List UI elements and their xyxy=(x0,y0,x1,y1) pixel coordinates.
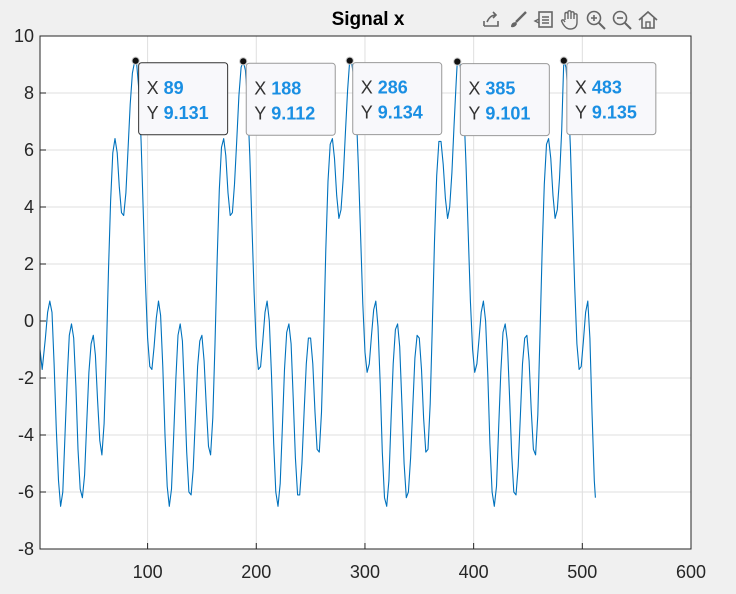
datatip-box[interactable] xyxy=(138,62,229,136)
y-tick-label: -4 xyxy=(18,425,34,445)
datatip-box[interactable] xyxy=(459,63,550,137)
datatip-x-row: X 89 xyxy=(147,78,184,98)
datatip-marker[interactable] xyxy=(131,56,140,65)
datatip-y-row: Y 9.134 xyxy=(361,103,423,123)
datatip-y-row: Y 9.112 xyxy=(254,103,315,123)
axes-toolbar xyxy=(480,7,660,33)
datatip-x-row: X 286 xyxy=(361,78,408,98)
y-tick-label: -6 xyxy=(18,482,34,502)
y-tick-label: 6 xyxy=(24,140,34,160)
datatip-x-value: 286 xyxy=(378,78,408,98)
datatip-y-value: 9.112 xyxy=(271,103,315,123)
datatip-x-row: X 188 xyxy=(254,78,301,98)
x-tick-label: 400 xyxy=(459,562,489,582)
tick-layer: 100 200 300 400 500 600 -8 -6 -4 -2 0 2 4 6 8 10 xyxy=(14,26,706,582)
datatip[interactable]: X 89Y 9.131 xyxy=(131,56,229,136)
datatip-x-label: X xyxy=(254,78,266,98)
datatip-box[interactable] xyxy=(352,62,443,136)
brush-icon[interactable] xyxy=(506,8,530,32)
datatip-x-label: X xyxy=(147,78,159,98)
datatip-x-value: 188 xyxy=(271,78,301,98)
y-tick-label: 2 xyxy=(24,254,34,274)
x-tick-label: 500 xyxy=(567,562,597,582)
datatip-x-label: X xyxy=(361,78,373,98)
datatip-box[interactable] xyxy=(566,62,657,136)
datatip-y-row: Y 9.135 xyxy=(575,103,637,123)
datatip-y-row: Y 9.131 xyxy=(147,103,209,123)
export-icon[interactable] xyxy=(480,8,504,32)
datatip-marker[interactable] xyxy=(453,57,462,66)
datatip-y-label: Y xyxy=(468,104,480,124)
datatip-x-label: X xyxy=(575,78,587,98)
x-tick-label: 600 xyxy=(676,562,706,582)
datatip-x-value: 385 xyxy=(485,79,515,99)
datatip-y-value: 9.134 xyxy=(378,103,423,123)
plot-frame xyxy=(39,35,692,550)
zoom-out-icon[interactable] xyxy=(610,8,634,32)
datatip-x-value: 89 xyxy=(164,78,184,98)
datatip-y-label: Y xyxy=(575,103,587,123)
datatip-marker[interactable] xyxy=(239,57,248,66)
datatip-icon[interactable] xyxy=(532,8,556,32)
zoom-in-icon[interactable] xyxy=(584,8,608,32)
home-icon[interactable] xyxy=(636,8,660,32)
datatip-marker[interactable] xyxy=(345,56,354,65)
datatip-x-value: 483 xyxy=(592,78,622,98)
x-tick-label: 300 xyxy=(350,562,380,582)
y-tick-label: 8 xyxy=(24,83,34,103)
y-tick-label: 4 xyxy=(24,197,34,217)
datatip-y-value: 9.101 xyxy=(485,104,530,124)
datatip-x-row: X 385 xyxy=(468,79,515,99)
pan-hand-icon[interactable] xyxy=(558,8,582,32)
datatip-y-value: 9.135 xyxy=(592,103,637,123)
datatip-x-label: X xyxy=(468,79,480,99)
datatip-y-label: Y xyxy=(147,103,159,123)
y-tick-label: -2 xyxy=(18,368,34,388)
datatip-y-value: 9.131 xyxy=(164,103,209,123)
x-tick-label: 200 xyxy=(241,562,271,582)
y-tick-label: 10 xyxy=(14,26,34,46)
chart-title: Signal x xyxy=(331,9,405,30)
datatip-y-label: Y xyxy=(361,103,373,123)
x-tick-label: 100 xyxy=(133,562,163,582)
y-tick-label: 0 xyxy=(24,311,34,331)
datatip-box[interactable] xyxy=(245,62,336,136)
y-tick-label: -8 xyxy=(18,539,34,559)
datatip-x-row: X 483 xyxy=(575,78,622,98)
datatip-y-row: Y 9.101 xyxy=(468,104,530,124)
datatip-marker[interactable] xyxy=(559,56,568,65)
datatip-y-label: Y xyxy=(254,103,266,123)
